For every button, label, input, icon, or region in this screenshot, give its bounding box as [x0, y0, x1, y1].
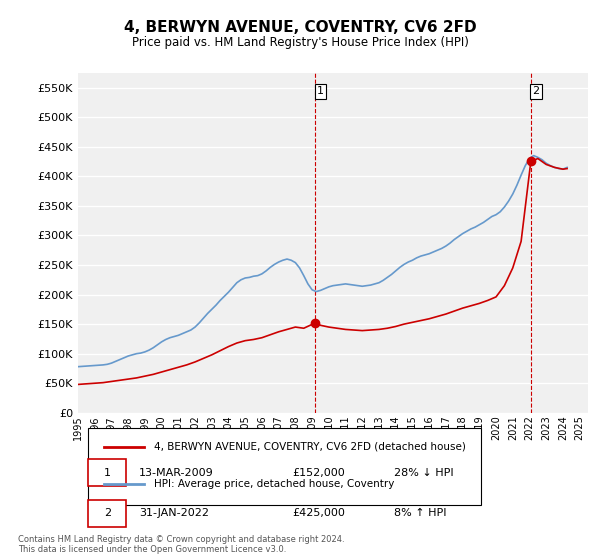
Text: 1: 1: [104, 468, 111, 478]
Text: Contains HM Land Registry data © Crown copyright and database right 2024.
This d: Contains HM Land Registry data © Crown c…: [18, 535, 344, 554]
Text: Price paid vs. HM Land Registry's House Price Index (HPI): Price paid vs. HM Land Registry's House …: [131, 36, 469, 49]
Text: 28% ↓ HPI: 28% ↓ HPI: [394, 468, 454, 478]
Text: 8% ↑ HPI: 8% ↑ HPI: [394, 508, 446, 519]
Text: £152,000: £152,000: [292, 468, 345, 478]
Text: 2: 2: [104, 508, 111, 519]
Text: 13-MAR-2009: 13-MAR-2009: [139, 468, 214, 478]
Text: HPI: Average price, detached house, Coventry: HPI: Average price, detached house, Cove…: [155, 478, 395, 488]
Text: 4, BERWYN AVENUE, COVENTRY, CV6 2FD (detached house): 4, BERWYN AVENUE, COVENTRY, CV6 2FD (det…: [155, 442, 466, 452]
FancyBboxPatch shape: [88, 500, 127, 527]
Text: 4, BERWYN AVENUE, COVENTRY, CV6 2FD: 4, BERWYN AVENUE, COVENTRY, CV6 2FD: [124, 20, 476, 35]
FancyBboxPatch shape: [88, 459, 127, 486]
Text: 1: 1: [317, 86, 324, 96]
Text: 2: 2: [532, 86, 539, 96]
FancyBboxPatch shape: [88, 428, 481, 505]
Text: 31-JAN-2022: 31-JAN-2022: [139, 508, 209, 519]
Text: £425,000: £425,000: [292, 508, 345, 519]
